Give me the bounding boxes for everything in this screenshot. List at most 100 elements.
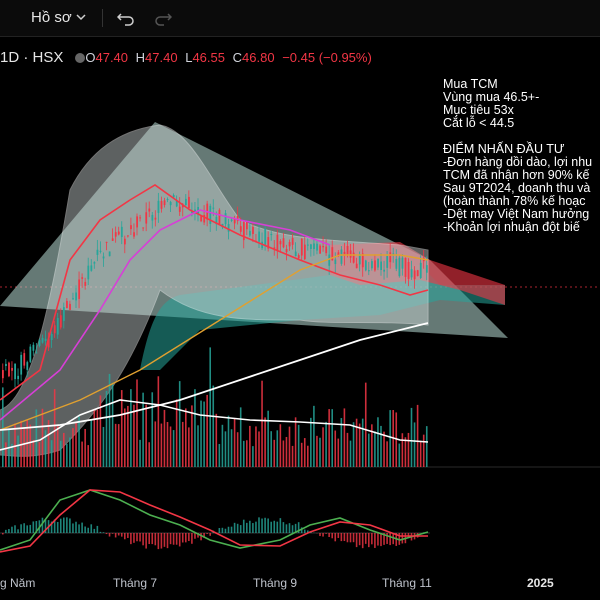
- macd-histogram-bar: [93, 528, 96, 533]
- macd-histogram-bar: [75, 521, 77, 533]
- volume-bar: [99, 395, 102, 467]
- volume-bar: [224, 431, 227, 467]
- time-axis-label: Tháng 11: [382, 576, 432, 590]
- macd-histogram-bar: [124, 533, 126, 540]
- macd-histogram-bar: [401, 533, 404, 544]
- candle-body: [285, 248, 288, 253]
- volume-ma-line: [0, 399, 429, 451]
- volume-bar: [233, 418, 236, 467]
- macd-histogram-bar: [346, 533, 349, 543]
- candle-body: [346, 245, 349, 255]
- volume-bar: [188, 427, 190, 467]
- candle-body: [87, 265, 90, 280]
- volume-bar: [160, 423, 163, 467]
- candle-body: [291, 237, 294, 245]
- volume-bar: [294, 417, 297, 467]
- annotation-bullet: -Đơn hàng dồi dào, lợi nhu: [443, 155, 593, 169]
- candle-body: [322, 245, 325, 248]
- volume-bar: [90, 419, 93, 467]
- macd-histogram-bar: [160, 533, 163, 549]
- price-chart[interactable]: [0, 70, 600, 570]
- candle-body: [425, 265, 428, 273]
- candle-body: [59, 315, 62, 328]
- volume-bar: [84, 428, 86, 467]
- volume-bar: [368, 433, 370, 467]
- volume-bar: [105, 390, 108, 467]
- volume-bar: [72, 428, 74, 467]
- macd-histogram-bar: [169, 533, 172, 545]
- macd-histogram-bar: [148, 533, 150, 545]
- candle-body: [178, 206, 181, 212]
- candle-body: [169, 201, 172, 206]
- ma-long-line: [0, 322, 429, 431]
- macd-histogram-bar: [142, 533, 144, 546]
- macd-histogram-bar: [203, 533, 205, 538]
- macd-histogram-bar: [246, 522, 248, 533]
- close-label: C: [232, 50, 243, 65]
- redo-icon[interactable]: [154, 0, 173, 36]
- volume-bar: [181, 421, 184, 467]
- volume-bar: [413, 422, 416, 467]
- volume-bar: [44, 430, 47, 467]
- candle-body: [124, 238, 126, 245]
- candle-body: [334, 259, 337, 265]
- macd-histogram-bar: [117, 533, 120, 536]
- annotation-bullet: -Dệt may Việt Nam hưởng: [443, 207, 590, 221]
- macd-histogram-bar: [288, 523, 291, 533]
- annotation-heading: ĐIỂM NHẤN ĐẦU TƯ: [443, 142, 565, 156]
- candle-body: [200, 215, 203, 222]
- macd-histogram-bar: [41, 517, 44, 533]
- volume-bar: [331, 409, 333, 467]
- macd-histogram-bar: [23, 523, 25, 533]
- chevron-down-icon[interactable]: [75, 0, 87, 36]
- macd-histogram-bar: [294, 523, 297, 533]
- candle-body: [270, 234, 273, 236]
- candle-body: [56, 317, 59, 335]
- candle-body: [319, 245, 321, 254]
- volume-bar: [169, 426, 172, 467]
- annotation-bullet: (hoàn thành 78% kế hoạc: [443, 194, 586, 208]
- volume-bar: [50, 440, 53, 467]
- macd-histogram-bar: [17, 529, 19, 533]
- candle-body: [310, 244, 312, 249]
- macd-histogram-bar: [355, 533, 358, 548]
- candle-body: [151, 214, 154, 221]
- macd-histogram-bar: [380, 533, 382, 547]
- macd-histogram-bar: [35, 520, 38, 533]
- macd-histogram-bar: [334, 533, 337, 542]
- time-axis-label: Tháng 9: [253, 576, 298, 590]
- candle-body: [142, 227, 145, 229]
- macd-histogram-bar: [127, 533, 129, 538]
- volume-bar: [221, 424, 224, 467]
- volume-bar: [136, 379, 138, 467]
- macd-line: [0, 489, 429, 551]
- candle-body: [307, 244, 309, 246]
- macd-histogram-bar: [99, 531, 102, 533]
- macd-histogram-bar: [249, 520, 251, 533]
- volume-bar: [29, 424, 32, 467]
- candle-body: [11, 367, 13, 371]
- macd-histogram-bar: [389, 533, 391, 546]
- volume-bar: [87, 445, 89, 467]
- volume-bars: [2, 347, 428, 467]
- symbol-label[interactable]: 1D · HSX: [0, 49, 64, 66]
- layout-name[interactable]: Hồ sơ: [31, 9, 72, 26]
- macd-histogram-bar: [44, 519, 47, 533]
- macd-histogram-bar: [139, 533, 141, 542]
- macd-histogram-bar: [261, 518, 263, 533]
- volume-bar: [111, 382, 114, 467]
- candle-body: [63, 307, 65, 321]
- volume-bar: [14, 423, 16, 467]
- candle-body: [343, 251, 346, 256]
- candle-body: [78, 279, 81, 299]
- undo-icon[interactable]: [116, 0, 135, 36]
- macd-histogram-bar: [273, 520, 276, 533]
- candle-body: [157, 200, 160, 213]
- volume-bar: [343, 408, 346, 467]
- open-value: 47.40: [95, 50, 129, 65]
- candle-body: [328, 254, 331, 266]
- candle-body: [404, 257, 407, 277]
- ma-mid-line: [0, 209, 331, 421]
- candle-body: [212, 207, 215, 209]
- candle-body: [166, 199, 169, 201]
